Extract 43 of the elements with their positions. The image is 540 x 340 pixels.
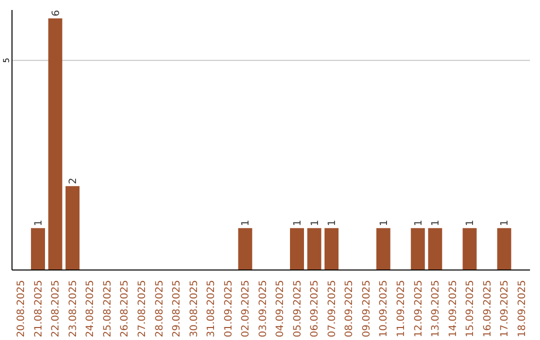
data-label: 1 bbox=[430, 220, 442, 226]
data-label: 1 bbox=[310, 220, 321, 226]
x-tick-label: 12.09.2025 bbox=[413, 280, 424, 338]
x-tick-label: 03.09.2025 bbox=[258, 280, 269, 338]
y-tick-label: 5 bbox=[2, 58, 11, 63]
x-tick-label: 31.08.2025 bbox=[206, 280, 218, 338]
x-tick-label: 28.08.2025 bbox=[154, 280, 166, 338]
x-tick-label: 30.08.2025 bbox=[188, 280, 200, 338]
data-label: 1 bbox=[327, 220, 338, 226]
data-label: 1 bbox=[240, 220, 252, 226]
data-label: 1 bbox=[33, 220, 44, 226]
data-label: 1 bbox=[500, 220, 511, 226]
x-tick-label: 15.09.2025 bbox=[465, 280, 476, 338]
x-tick-label: 17.09.2025 bbox=[500, 280, 511, 338]
x-tick-label: 24.08.2025 bbox=[85, 280, 96, 338]
x-tick-label: 02.09.2025 bbox=[240, 280, 252, 338]
x-tick-label: 04.09.2025 bbox=[275, 280, 286, 338]
x-tick-label: 09.09.2025 bbox=[361, 280, 372, 338]
data-label: 1 bbox=[378, 220, 390, 226]
x-tick-label: 13.09.2025 bbox=[430, 280, 442, 338]
x-tick-label: 10.09.2025 bbox=[378, 280, 390, 338]
x-tick-label: 18.09.2025 bbox=[516, 280, 528, 338]
x-tick-label: 07.09.2025 bbox=[326, 280, 338, 338]
x-tick-label: 08.09.2025 bbox=[344, 280, 356, 338]
x-tick-label: 29.08.2025 bbox=[172, 280, 183, 338]
x-tick-label: 06.09.2025 bbox=[310, 280, 321, 338]
x-tick-label: 22.08.2025 bbox=[50, 280, 62, 338]
data-label: 6 bbox=[50, 10, 62, 16]
data-label: 1 bbox=[465, 220, 476, 226]
x-tick-label: 26.08.2025 bbox=[120, 280, 131, 338]
x-tick-label: 23.08.2025 bbox=[68, 280, 79, 338]
x-tick-label: 21.08.2025 bbox=[33, 280, 44, 338]
x-tick-label: 27.08.2025 bbox=[137, 280, 148, 338]
x-tick-label: 20.08.2025 bbox=[16, 280, 28, 338]
x-tick-label: 11.09.2025 bbox=[396, 280, 407, 338]
x-tick-label: 01.09.2025 bbox=[223, 280, 234, 338]
data-label: 2 bbox=[68, 178, 80, 184]
x-tick-label: 14.09.2025 bbox=[448, 280, 459, 338]
data-label: 1 bbox=[413, 220, 424, 226]
x-tick-label: 25.08.2025 bbox=[102, 280, 114, 338]
x-tick-label: 16.09.2025 bbox=[482, 280, 494, 338]
data-label: 1 bbox=[292, 220, 304, 226]
x-tick-label: 05.09.2025 bbox=[292, 280, 304, 338]
